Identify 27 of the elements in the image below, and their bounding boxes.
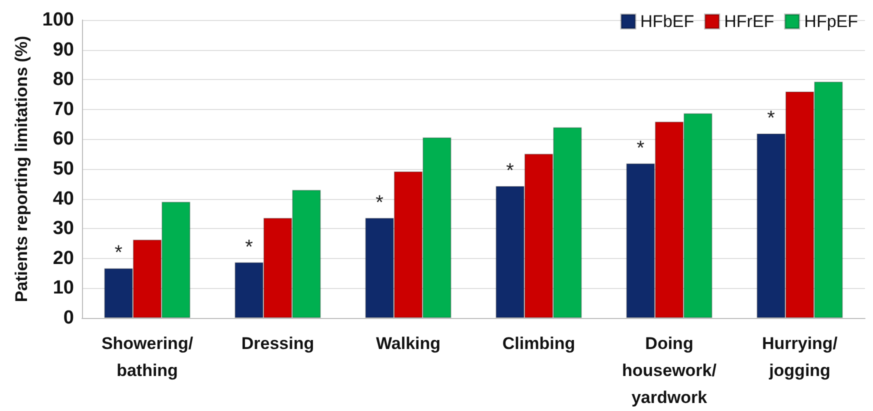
y-tick-label: 50 <box>52 158 74 180</box>
x-tick-label: Climbing <box>502 334 576 353</box>
data-label: * <box>114 242 123 264</box>
x-tick-label: Showering/ bathing <box>101 334 194 380</box>
y-tick-label: 90 <box>52 39 74 60</box>
x-tick-label: Walking <box>376 334 441 353</box>
y-tick-label: 30 <box>52 218 74 240</box>
y-tick-label: 10 <box>52 278 74 299</box>
y-tick-label: 60 <box>52 128 74 150</box>
x-tick-label: Hurrying/ jogging <box>762 334 838 380</box>
y-tick-label: 40 <box>52 188 74 210</box>
y-tick-label: 100 <box>42 10 74 30</box>
legend-label: HFpEF <box>804 12 858 31</box>
y-axis-title: Patients reporting limitations (%) <box>12 36 31 302</box>
y-tick-label: 20 <box>52 248 74 269</box>
x-tick-label: Doing housework/ yardwork <box>622 334 717 407</box>
data-label: * <box>506 160 514 182</box>
data-label: * <box>636 137 645 160</box>
data-label: * <box>376 192 384 214</box>
y-tick-label: 0 <box>63 308 74 328</box>
x-tick-label: Dressing <box>241 334 314 353</box>
data-label: * <box>245 236 254 258</box>
y-tick-label: 70 <box>52 98 74 120</box>
legend-label: HFbEF <box>640 12 694 31</box>
legend-label: HFrEF <box>724 12 774 31</box>
data-label: * <box>767 108 776 130</box>
y-tick-label: 80 <box>52 69 74 90</box>
